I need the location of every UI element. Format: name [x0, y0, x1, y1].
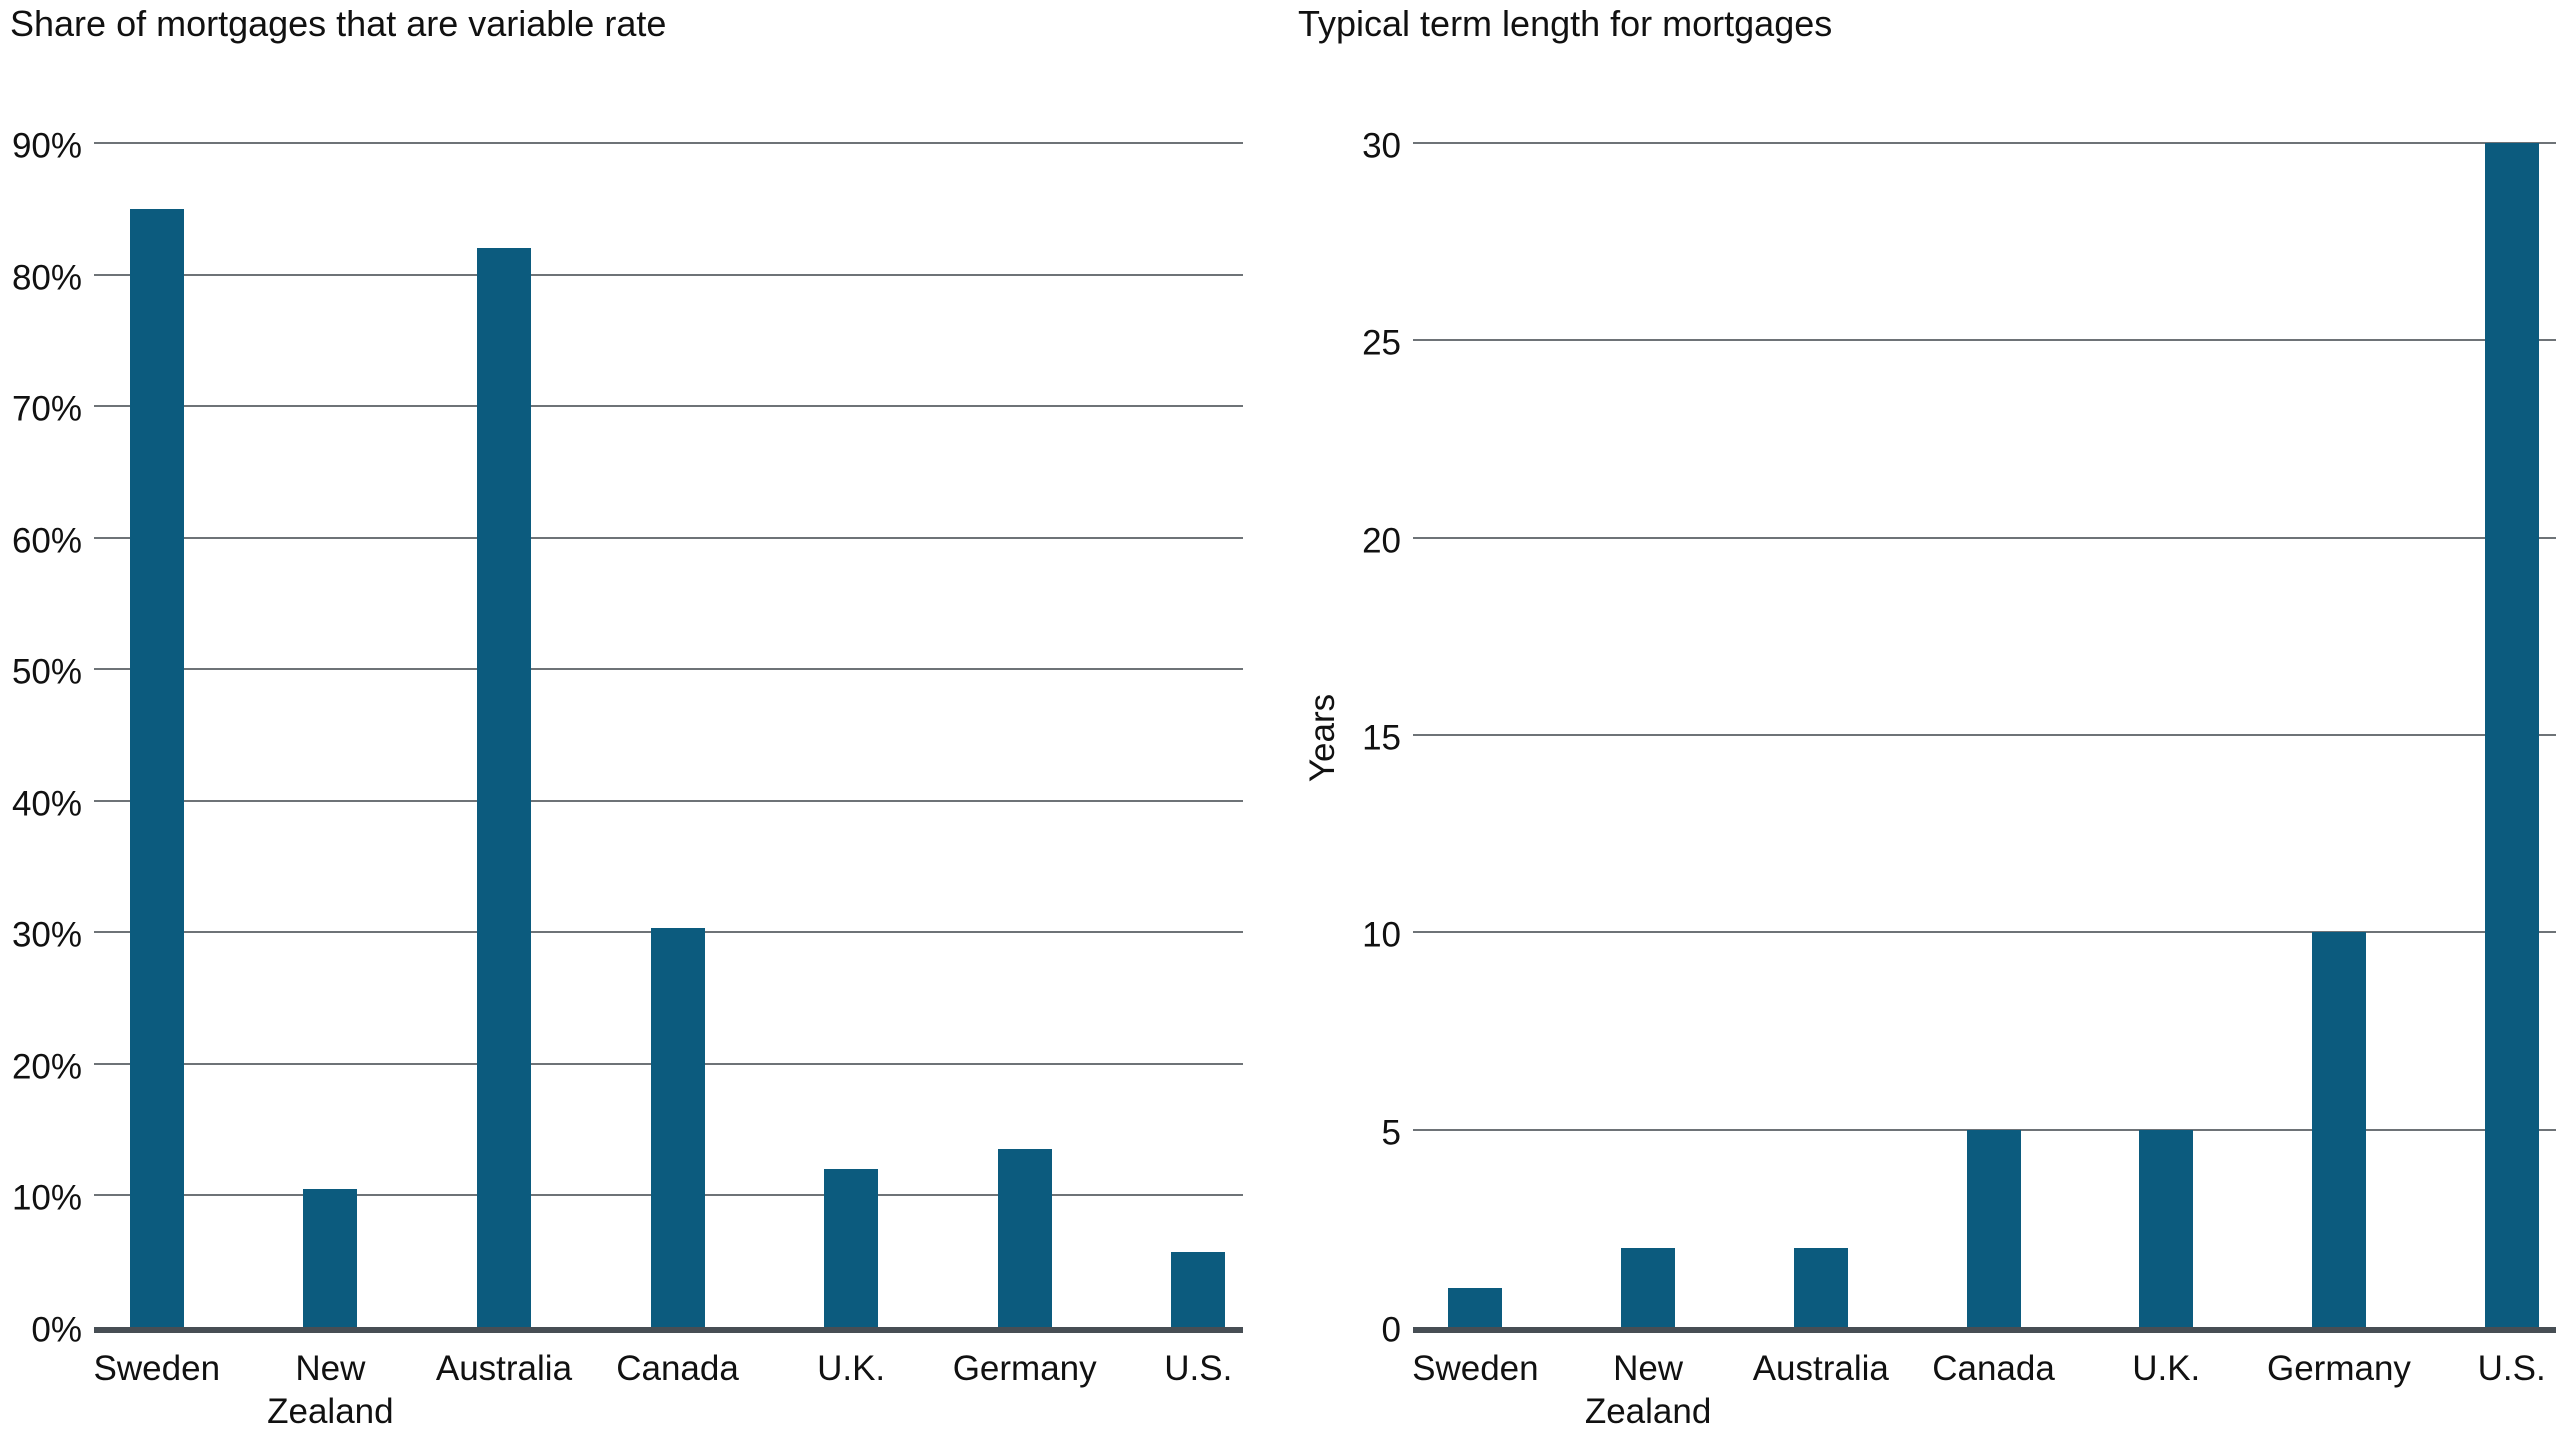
gridline [94, 799, 1243, 802]
x-axis-spacer [1298, 1347, 1389, 1433]
bar [129, 208, 184, 1327]
gridline [1413, 536, 2556, 539]
y-axis-title: Years [1303, 693, 1342, 783]
chart-title: Share of mortgages that are variable rat… [10, 3, 667, 44]
y-tick-label: 20% [11, 1047, 82, 1087]
plot-area [94, 142, 1243, 1333]
y-tick-label: 50% [11, 652, 82, 692]
x-tick-label: Sweden [1412, 1349, 1539, 1388]
bar [1793, 1248, 1848, 1327]
y-tick-label: 0 [1381, 1310, 1401, 1350]
y-tick-label: 10 [1362, 915, 1401, 955]
bar-slot-sweden [70, 143, 244, 1327]
gridline [94, 273, 1243, 276]
plot-area [1413, 142, 2556, 1333]
x-tick-label: Sweden [93, 1349, 221, 1388]
x-tick-label: Germany [2266, 1349, 2411, 1388]
bar-slot-new-zealand [244, 143, 418, 1327]
bar [1171, 1252, 1226, 1327]
x-tick-label: New Zealand [1584, 1349, 1712, 1431]
y-tick-label: 25 [1362, 323, 1401, 363]
bar-slot-germany [2253, 143, 2426, 1327]
gridline [1413, 142, 2556, 144]
chart-body: Years 0 5 10 15 20 25 30 [1298, 129, 2556, 1348]
y-tick-labels: 0% 10% 20% 30% 40% 50% 60% 70% 80% 90% [10, 129, 94, 1348]
y-tick-label: 5 [1381, 1113, 1401, 1153]
bars [1389, 143, 2560, 1327]
bar [1966, 1129, 2021, 1327]
x-axis: Sweden New Zealand Australia Canada U.K. Germ… [1298, 1347, 2556, 1433]
x-tick-label: U.K. [2132, 1349, 2201, 1388]
bar-slot-canada [1907, 143, 2080, 1327]
bar [2311, 932, 2366, 1327]
y-tick-label: 0% [31, 1310, 82, 1350]
y-tick-label: 80% [11, 258, 82, 298]
x-axis-labels: Sweden New Zealand Australia Canada U.K. Germ… [70, 1347, 1285, 1433]
x-tick-label: New Zealand [267, 1349, 394, 1431]
x-tick-label: U.S. [1164, 1349, 1233, 1388]
y-tick-label: 90% [11, 126, 82, 166]
bar-slot-u-k- [2080, 143, 2253, 1327]
gridline [1413, 931, 2556, 934]
bar-slot-new-zealand [1562, 143, 1735, 1327]
x-tick-label: U.S. [2477, 1349, 2546, 1388]
y-tick-label: 20 [1362, 521, 1401, 561]
bar [2484, 143, 2539, 1327]
bar-slot-australia [1734, 143, 1907, 1327]
bar-slot-germany [938, 143, 1112, 1327]
y-tick-label: 40% [11, 784, 82, 824]
bar [2139, 1129, 2194, 1327]
bar-slot-canada [591, 143, 765, 1327]
y-tick-label: 10% [11, 1178, 82, 1218]
x-tick-label: Canada [1932, 1349, 2055, 1388]
bar [1621, 1248, 1676, 1327]
gridline [1413, 734, 2556, 736]
gridline [1413, 339, 2556, 342]
y-axis-title-column: Years [1298, 143, 1348, 1333]
gridline [94, 536, 1243, 539]
bar-slot-u-k- [764, 143, 938, 1327]
term-length-chart: Typical term length for mortgages Years … [1298, 0, 2556, 1433]
chart-body: 0% 10% 20% 30% 40% 50% 60% 70% 80% 90% [10, 129, 1243, 1348]
bar [824, 1169, 879, 1327]
x-tick-label: Australia [1752, 1349, 1889, 1388]
x-tick-label: Germany [952, 1349, 1097, 1388]
x-tick-label: Australia [435, 1349, 573, 1388]
y-tick-label: 30% [11, 915, 82, 955]
bar [476, 248, 531, 1327]
x-axis: Sweden New Zealand Australia Canada U.K. Germ… [10, 1347, 1243, 1433]
bar [650, 928, 705, 1327]
x-tick-label: Canada [616, 1349, 739, 1388]
bar-slot-australia [417, 143, 591, 1327]
bar [997, 1149, 1052, 1327]
y-tick-label: 60% [11, 521, 82, 561]
y-tick-label: 70% [11, 389, 82, 429]
bar [303, 1188, 358, 1327]
gridline [94, 668, 1243, 671]
gridline [94, 142, 1243, 144]
x-axis-labels: Sweden New Zealand Australia Canada U.K. Germ… [1389, 1347, 2560, 1433]
bar-slot-sweden [1389, 143, 1562, 1327]
bar [1448, 1287, 1503, 1327]
y-tick-label: 15 [1362, 718, 1401, 758]
chart-title: Typical term length for mortgages [1298, 3, 1833, 44]
bars [70, 143, 1285, 1327]
y-tick-labels: 0 5 10 15 20 25 30 [1348, 129, 1413, 1348]
bar-slot-u-s- [2425, 143, 2560, 1327]
y-tick-label: 30 [1362, 126, 1401, 166]
x-axis-spacer [10, 1347, 70, 1433]
gridline [94, 405, 1243, 408]
variable-rate-share-chart: Share of mortgages that are variable rat… [10, 0, 1243, 1433]
x-tick-label: U.K. [817, 1349, 886, 1388]
bar-slot-u-s- [1111, 143, 1285, 1327]
